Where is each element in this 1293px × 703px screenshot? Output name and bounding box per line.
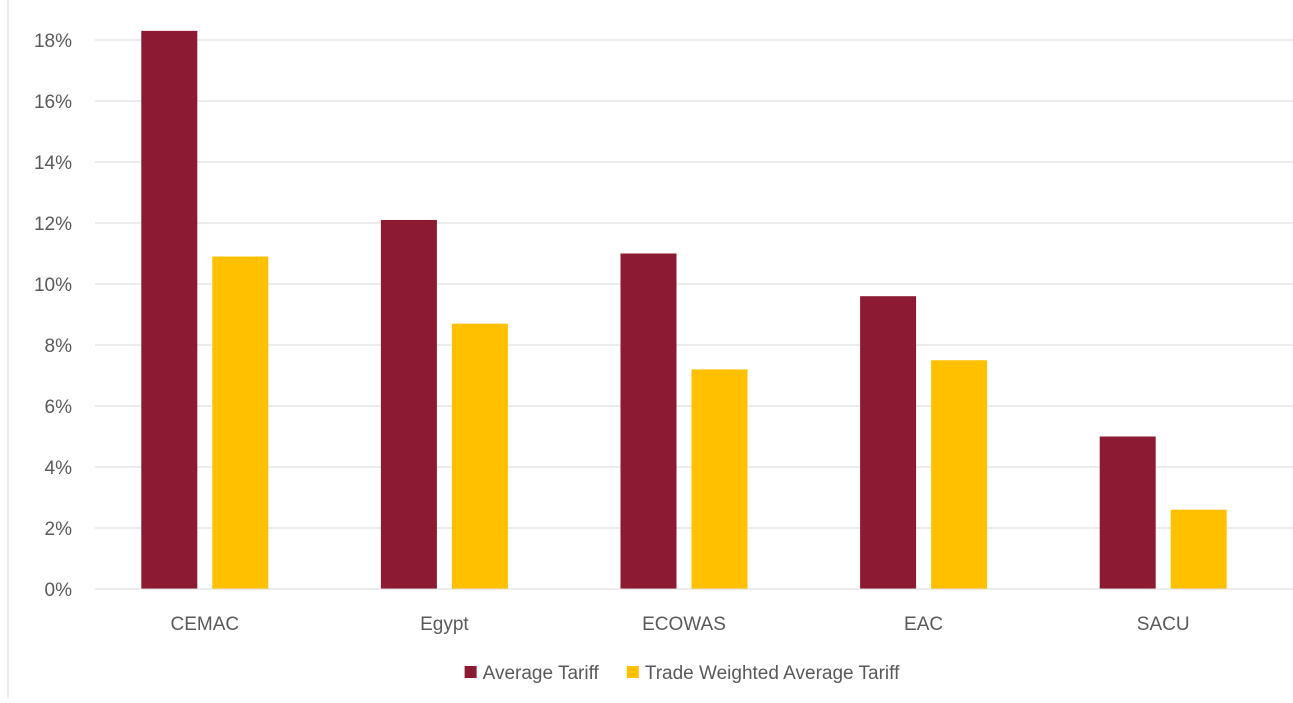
y-tick-label: 2% xyxy=(45,519,73,540)
bar-egypt-trade-weighted-average-tariff xyxy=(452,324,508,589)
legend-swatch-trade-weighted-average-tariff xyxy=(627,666,639,678)
y-tick-label: 8% xyxy=(45,336,73,357)
category-label-cemac: CEMAC xyxy=(170,614,239,635)
y-tick-label: 10% xyxy=(34,275,72,296)
category-label-egypt: Egypt xyxy=(420,614,469,635)
legend-item-average-tariff: Average Tariff xyxy=(465,663,600,684)
y-tick-label: 6% xyxy=(45,397,73,418)
bars xyxy=(141,31,1226,589)
y-tick-label: 18% xyxy=(34,31,72,52)
bar-eac-trade-weighted-average-tariff xyxy=(931,360,987,589)
legend-item-trade-weighted-average-tariff: Trade Weighted Average Tariff xyxy=(627,663,900,684)
bar-ecowas-trade-weighted-average-tariff xyxy=(692,369,748,589)
x-axis-category-labels: CEMAC Egypt ECOWAS EAC SACU xyxy=(170,614,1189,635)
y-tick-label: 12% xyxy=(34,214,72,235)
legend-swatch-average-tariff xyxy=(465,666,477,678)
legend-label-average-tariff: Average Tariff xyxy=(483,663,600,684)
y-tick-label: 14% xyxy=(34,153,72,174)
legend: Average Tariff Trade Weighted Average Tar… xyxy=(465,663,900,684)
bar-egypt-average-tariff xyxy=(381,220,437,589)
category-label-eac: EAC xyxy=(904,614,943,635)
y-tick-label: 4% xyxy=(45,458,73,479)
bar-cemac-trade-weighted-average-tariff xyxy=(212,257,268,589)
bar-sacu-average-tariff xyxy=(1100,437,1156,590)
category-label-ecowas: ECOWAS xyxy=(642,614,726,635)
bar-ecowas-average-tariff xyxy=(621,254,677,590)
bar-sacu-trade-weighted-average-tariff xyxy=(1171,510,1227,589)
y-axis-tick-labels: 0% 2% 4% 6% 8% 10% 12% 14% 16% 18% xyxy=(34,31,72,601)
y-tick-label: 0% xyxy=(45,580,73,601)
category-label-sacu: SACU xyxy=(1137,614,1190,635)
bar-cemac-average-tariff xyxy=(141,31,197,589)
bar-eac-average-tariff xyxy=(860,296,916,589)
legend-label-trade-weighted-average-tariff: Trade Weighted Average Tariff xyxy=(645,663,900,684)
y-tick-label: 16% xyxy=(34,92,72,113)
